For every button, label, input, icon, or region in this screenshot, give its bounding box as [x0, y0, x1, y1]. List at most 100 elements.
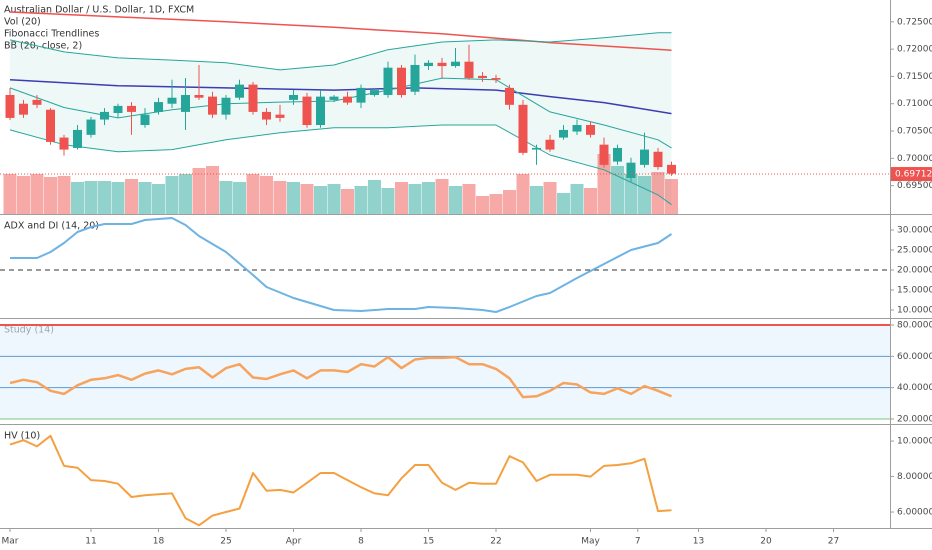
candle-body	[154, 102, 163, 112]
volume-bar	[314, 186, 328, 214]
volume-bar	[489, 194, 503, 214]
last-price-label: 0.69712	[895, 170, 932, 180]
x-tick-label: May	[581, 537, 600, 547]
y-tick-label: 25.00000	[897, 246, 932, 256]
volume-bar	[476, 196, 490, 214]
x-tick-label: Apr	[286, 537, 302, 547]
candle-body	[86, 119, 96, 135]
volume-bar	[341, 189, 355, 214]
band-fill	[0, 325, 890, 419]
volume-bar	[570, 184, 584, 214]
volume-bar	[584, 188, 598, 214]
volume-bar	[665, 179, 679, 214]
indicator-label: Fibonacci Trendlines	[4, 29, 99, 40]
candle-body	[329, 96, 339, 100]
candle-body	[302, 96, 312, 126]
volume-bar	[179, 174, 193, 214]
candle-body	[532, 147, 542, 150]
y-tick-label: 0.72500	[897, 17, 932, 27]
moving-average	[9, 11, 672, 51]
bb-fill	[9, 32, 672, 205]
volume-bar	[206, 166, 220, 214]
candle-body	[451, 61, 461, 67]
volume-bar	[543, 182, 557, 214]
y-tick-label: 80.00000	[897, 321, 932, 331]
y-tick-label: 20.00000	[897, 266, 932, 276]
x-tick-label: 22	[490, 537, 501, 547]
y-tick-label: 0.70000	[897, 154, 932, 164]
volume-bar	[219, 181, 233, 214]
bb-lower	[9, 124, 672, 206]
y-tick-label: 0.70500	[897, 127, 932, 137]
x-tick-label: 8	[358, 537, 364, 547]
candle-body	[626, 162, 636, 178]
candle-body	[667, 164, 677, 174]
volume-bar	[273, 181, 287, 214]
pane-title: ADX and DI (14, 20)	[4, 221, 99, 232]
candle-body	[181, 94, 191, 112]
volume-bar	[462, 184, 476, 214]
volume-bar	[651, 172, 665, 214]
x-tick-label: 7	[635, 537, 641, 547]
candle-body	[478, 75, 488, 79]
candle-body	[559, 129, 569, 138]
pane-title: Australian Dollar / U.S. Dollar, 1D, FXC…	[4, 5, 194, 16]
candle-body	[383, 67, 393, 95]
y-tick-label: 6.00000	[897, 508, 932, 518]
candle-body	[248, 84, 258, 112]
oscillator-line	[9, 355, 672, 399]
volume-bar	[287, 182, 301, 214]
candle-body	[316, 96, 326, 126]
last-price-box	[891, 167, 932, 182]
candle-body	[505, 87, 515, 105]
candle-body	[72, 129, 82, 148]
candle-body	[518, 104, 528, 153]
x-tick-label: 20	[760, 537, 772, 547]
volume-bar	[233, 182, 247, 214]
volume-bar	[43, 177, 57, 214]
y-tick-label: 0.71000	[897, 99, 932, 109]
candle-body	[235, 84, 245, 98]
volume-bar	[449, 186, 463, 214]
y-tick-label: 0.72000	[897, 45, 932, 55]
volume-bar	[408, 184, 422, 214]
candle-body	[45, 109, 55, 142]
candle-body	[275, 114, 285, 118]
y-tick-label: 0.69500	[897, 181, 932, 191]
candle-body	[208, 96, 218, 115]
candle-body	[32, 99, 42, 105]
candle-body	[113, 105, 123, 114]
candle-body	[194, 94, 204, 98]
candle-body	[356, 87, 366, 103]
x-tick-label: 13	[693, 537, 704, 547]
candle-body	[613, 147, 623, 162]
volume-bar	[395, 182, 409, 214]
volume-bar	[530, 186, 544, 214]
candle-body	[491, 78, 501, 80]
candle-body	[5, 94, 15, 118]
y-tick-label: 40.00000	[897, 383, 932, 393]
indicator-label: Vol (20)	[4, 17, 41, 28]
y-tick-label: 30.00000	[897, 226, 932, 236]
volume-bar	[611, 166, 625, 214]
volume-bar	[354, 186, 368, 214]
candle-body	[262, 111, 272, 120]
indicator-line	[10, 217, 673, 313]
candle-body	[59, 137, 69, 150]
y-tick-label: 10.00000	[897, 437, 932, 447]
indicator-line	[9, 434, 672, 527]
volume-bar	[368, 180, 382, 214]
candle-body	[653, 151, 663, 168]
x-tick-label: 27	[828, 537, 839, 547]
volume-bar	[97, 181, 111, 214]
y-tick-label: 0.71500	[897, 72, 932, 82]
candle-body	[640, 149, 650, 165]
volume-bar	[111, 182, 125, 214]
candle-body	[586, 125, 596, 135]
volume-bar	[84, 181, 98, 214]
candle-body	[572, 125, 582, 132]
candle-body	[18, 103, 28, 115]
volume-bar	[435, 179, 449, 214]
x-tick-label: 11	[85, 537, 96, 547]
